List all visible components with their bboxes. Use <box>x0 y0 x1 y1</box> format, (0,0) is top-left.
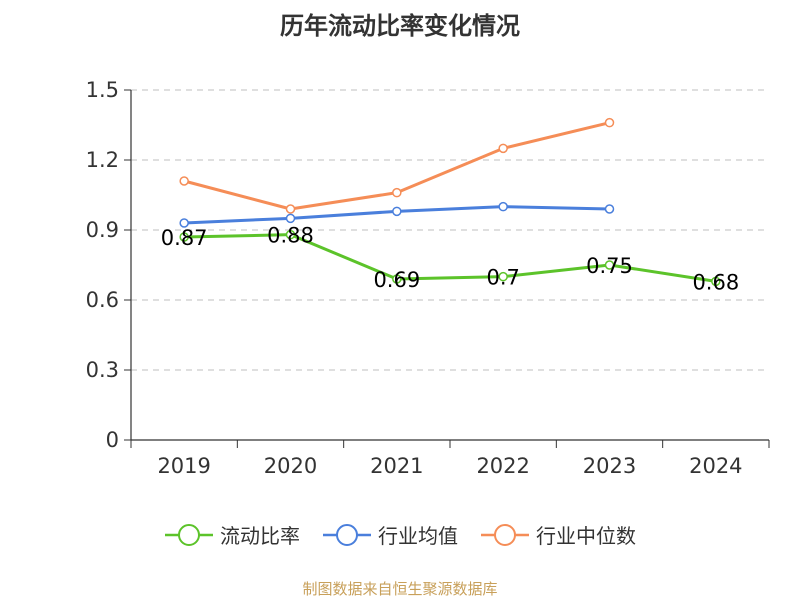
data-point <box>285 213 296 224</box>
data-label: 0.88 <box>267 224 314 248</box>
x-tick-label: 2023 <box>583 454 636 478</box>
data-point <box>498 201 508 212</box>
legend: 流动比率 行业均值 行业中位数 <box>0 520 800 549</box>
x-tick-label: 2020 <box>264 454 317 478</box>
legend-item[interactable]: 流动比率 <box>164 520 300 549</box>
x-tick-label: 2024 <box>689 454 742 478</box>
data-point <box>392 274 402 284</box>
series-lines <box>179 117 721 287</box>
data-label: 0.75 <box>586 254 633 278</box>
y-tick-label: 0.9 <box>86 218 119 242</box>
legend-marker <box>336 523 358 546</box>
legend-line-marker-icon <box>481 523 529 546</box>
legend-marker <box>178 523 200 546</box>
legend-marker <box>494 523 516 546</box>
data-label: 0.69 <box>373 268 420 292</box>
data-point <box>392 206 402 217</box>
x-tick-label: 2021 <box>370 454 423 478</box>
y-tick-label: 0.3 <box>86 358 119 382</box>
chart-title: 历年流动比率变化情况 <box>280 12 520 40</box>
legend-label: 流动比率 <box>220 524 300 548</box>
y-tick-label: 0 <box>106 428 119 452</box>
data-point <box>179 232 189 242</box>
data-labels: 0.87 0.88 0.69 0.7 0.75 0.68 <box>161 224 739 295</box>
data-label: 0.87 <box>161 226 208 250</box>
legend-item[interactable]: 行业均值 <box>322 520 458 549</box>
series-line <box>184 233 717 283</box>
y-tick-label: 1.2 <box>86 148 119 172</box>
data-point <box>179 218 189 228</box>
axes: 0 0.3 0.6 0.9 1.2 1.5 2019 2020 2021 2022 2023 2024 <box>86 78 770 478</box>
data-label: 0.7 <box>486 266 519 290</box>
legend-label: 行业均值 <box>378 524 458 548</box>
legend-label: 行业中位数 <box>536 524 636 548</box>
y-tick-label: 1.5 <box>86 78 119 102</box>
data-point <box>498 143 508 154</box>
data-point <box>604 117 615 128</box>
data-point <box>711 276 721 287</box>
data-label: 0.68 <box>692 270 739 294</box>
data-point <box>604 204 615 214</box>
x-tick-label: 2022 <box>476 454 529 478</box>
legend-line-marker-icon <box>165 523 213 546</box>
legend-line-marker-icon <box>323 523 371 546</box>
legend-item[interactable]: 行业中位数 <box>480 520 636 549</box>
data-point <box>604 260 615 270</box>
x-tick-label: 2019 <box>157 454 210 478</box>
y-tick-label: 0.6 <box>86 288 119 312</box>
data-point <box>179 176 189 186</box>
data-point <box>285 204 296 214</box>
data-point <box>392 187 402 198</box>
data-point <box>498 271 508 282</box>
grid-lines <box>131 89 769 371</box>
source-note: 制图数据来自恒生聚源数据库 <box>302 580 498 598</box>
data-point <box>285 229 296 240</box>
